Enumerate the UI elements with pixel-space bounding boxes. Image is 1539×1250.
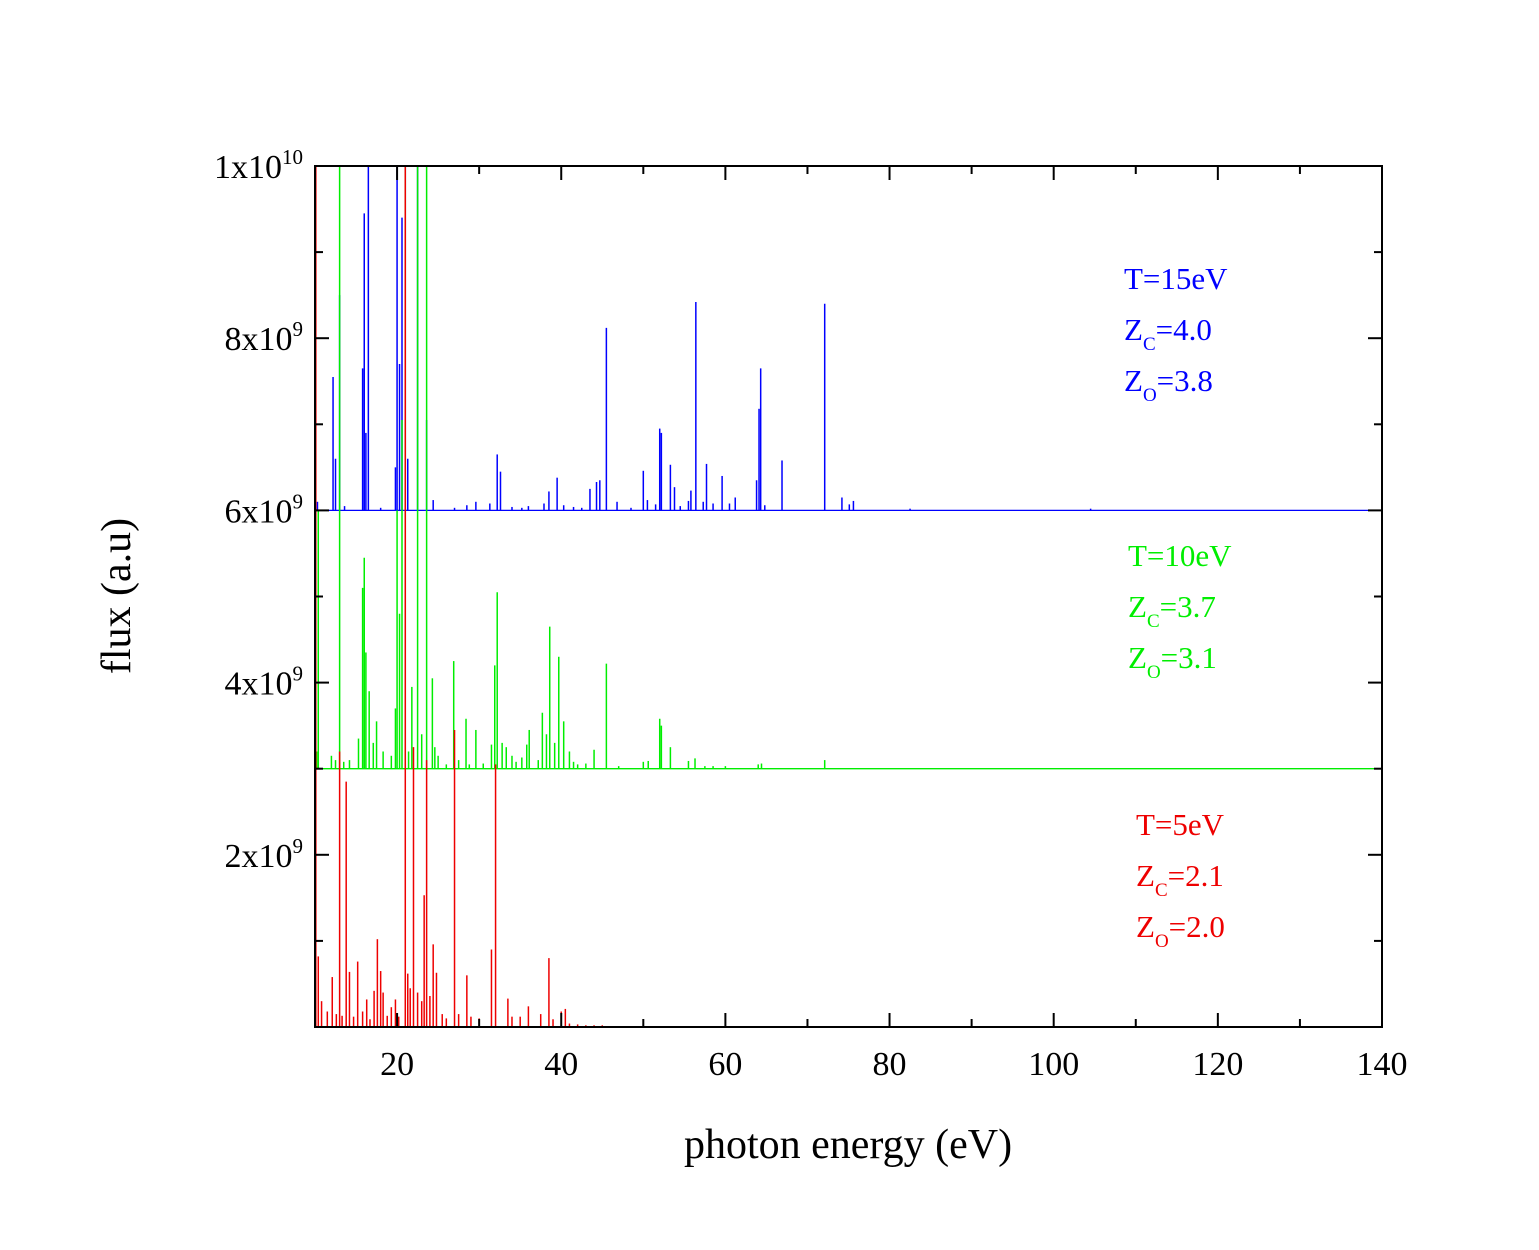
x-tick-label: 80 bbox=[873, 1046, 907, 1083]
annotation-line: ZO=3.8 bbox=[1124, 363, 1213, 406]
x-tick-label: 120 bbox=[1192, 1046, 1243, 1083]
annotation-line: ZC=3.7 bbox=[1128, 589, 1216, 632]
annotation-line: ZO=3.1 bbox=[1128, 640, 1217, 683]
y-tick-label: 1x1010 bbox=[214, 145, 303, 186]
y-axis-title: flux (a.u) bbox=[94, 518, 140, 674]
annotation-line: T=5eV bbox=[1136, 807, 1225, 842]
x-tick-label: 140 bbox=[1357, 1046, 1408, 1083]
series-1-annotation: T=10eV ZC=3.7 ZO=3.1 bbox=[1128, 538, 1232, 683]
y-tick-labels: 2x109 4x109 6x109 8x109 1x1010 bbox=[214, 145, 303, 875]
y-tick-label: 6x109 bbox=[225, 489, 304, 530]
annotation-line: T=15eV bbox=[1124, 261, 1228, 296]
series-1 bbox=[315, 166, 1382, 770]
tick-layer bbox=[314, 166, 1383, 1027]
y-tick-label: 4x109 bbox=[225, 662, 304, 703]
series-2-annotation: T=5eV ZC=2.1 ZO=2.0 bbox=[1136, 807, 1225, 952]
annotations: T=15eV ZC=4.0 ZO=3.8 T=10eV ZC=3.7 ZO=3.1 T=5e… bbox=[1124, 261, 1232, 952]
y-tick-label: 8x109 bbox=[225, 317, 304, 358]
x-tick-label: 40 bbox=[544, 1046, 578, 1083]
x-tick-label: 100 bbox=[1028, 1046, 1079, 1083]
annotation-line: ZC=2.1 bbox=[1136, 858, 1224, 901]
series-0-annotation: T=15eV ZC=4.0 ZO=3.8 bbox=[1124, 261, 1228, 406]
annotation-line: T=10eV bbox=[1128, 538, 1232, 573]
x-tick-label: 20 bbox=[380, 1046, 414, 1083]
series-0 bbox=[315, 166, 1382, 512]
x-tick-label: 60 bbox=[708, 1046, 742, 1083]
x-tick-labels: 20 40 60 80 100 120 140 bbox=[380, 1046, 1407, 1083]
x-axis-title: photon energy (eV) bbox=[684, 1122, 1012, 1168]
annotation-line: ZC=4.0 bbox=[1124, 312, 1212, 355]
annotation-line: ZO=2.0 bbox=[1136, 909, 1225, 952]
y-tick-label: 2x109 bbox=[225, 834, 304, 875]
